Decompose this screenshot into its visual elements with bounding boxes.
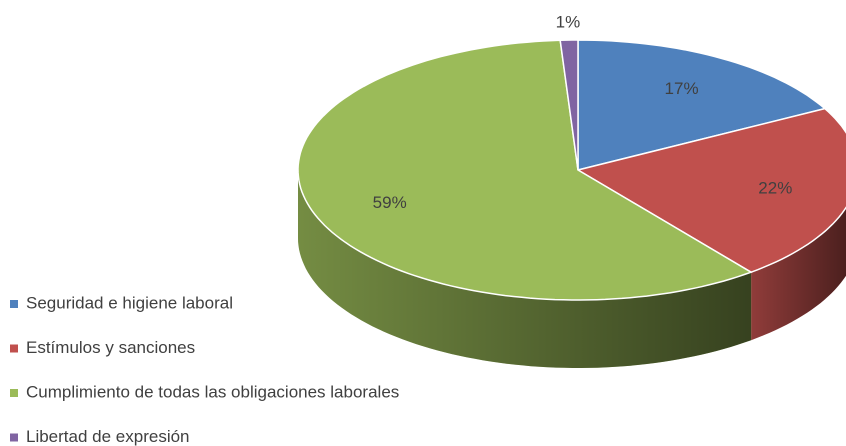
data-label: 17%	[665, 79, 699, 98]
legend-swatch	[10, 344, 18, 353]
slice-side-group	[751, 207, 846, 341]
slice	[577, 39, 827, 171]
slice	[559, 39, 579, 171]
slice	[297, 39, 753, 301]
data-label: 22%	[758, 179, 792, 198]
legend-label: Seguridad e higiene laboral	[26, 293, 233, 312]
legend-label: Estímulos y sanciones	[26, 338, 195, 357]
legend-label: Cumplimiento de todas las obligaciones l…	[26, 382, 399, 401]
slice-side-shade	[298, 170, 752, 368]
slice-side-group	[298, 170, 752, 368]
data-label: 59%	[373, 193, 407, 212]
data-label: 1%	[556, 13, 581, 32]
legend-swatch	[10, 300, 18, 308]
legend-swatch	[10, 433, 18, 442]
slice-side-shade	[751, 207, 846, 341]
legend-swatch	[10, 389, 18, 397]
legend-label: Libertad de expresión	[26, 427, 190, 446]
slice	[576, 107, 846, 274]
